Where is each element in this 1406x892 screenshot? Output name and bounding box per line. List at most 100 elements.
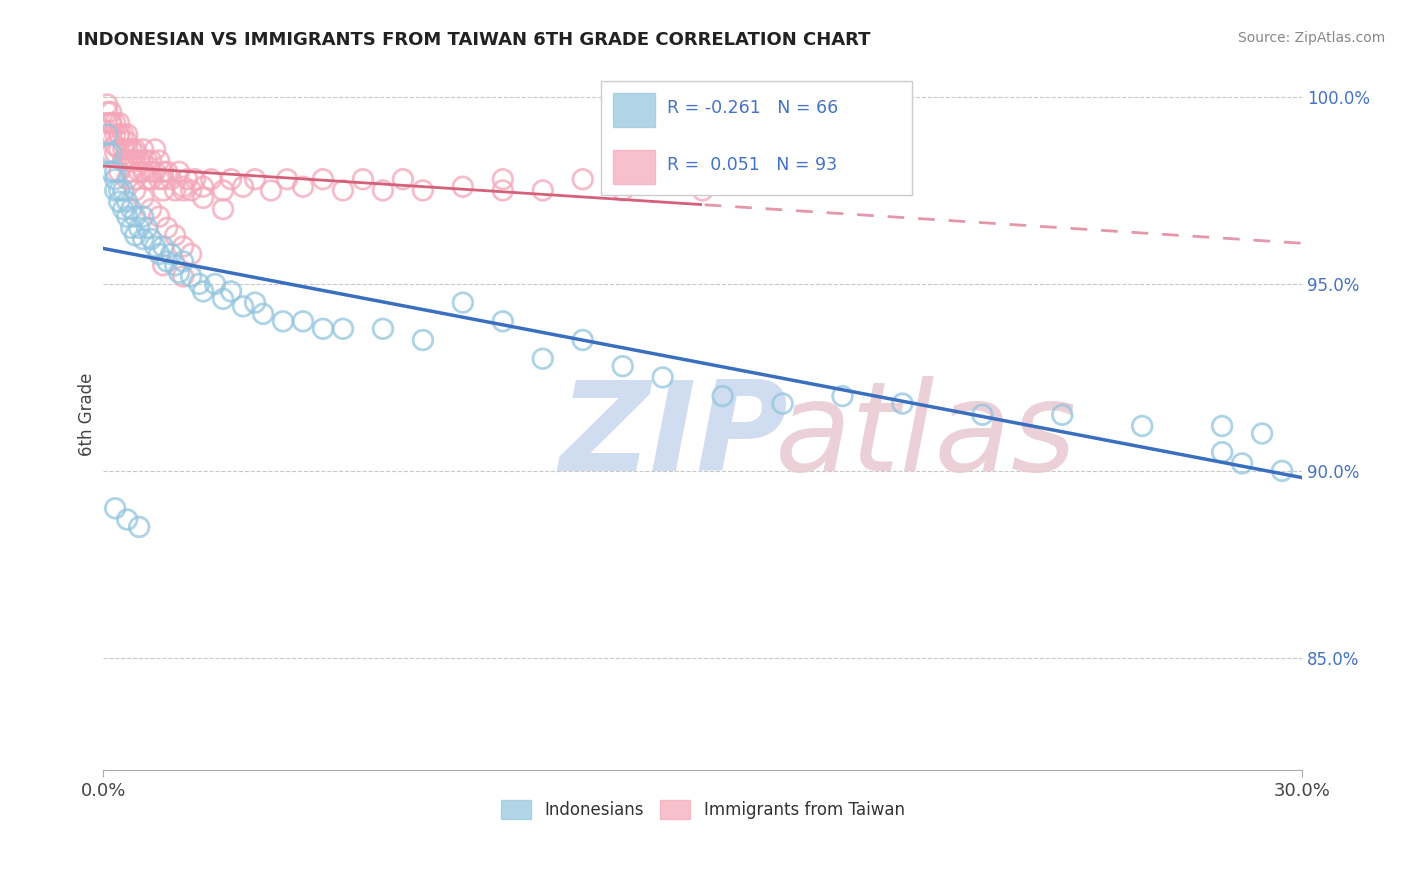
Point: [141, 172, 163, 186]
Point: [136, 220, 159, 235]
Point: [232, 179, 254, 194]
Text: R =  0.051   N = 93: R = 0.051 N = 93: [666, 156, 837, 174]
Point: [108, 128, 131, 142]
Point: [204, 277, 226, 291]
Point: [176, 172, 198, 186]
Point: [141, 153, 163, 168]
Text: INDONESIAN VS IMMIGRANTS FROM TAIWAN 6TH GRADE CORRELATION CHART: INDONESIAN VS IMMIGRANTS FROM TAIWAN 6TH…: [77, 31, 870, 49]
Point: [172, 239, 194, 253]
Point: [200, 172, 222, 186]
Point: [104, 501, 127, 516]
Point: [104, 172, 127, 186]
Point: [451, 179, 474, 194]
Point: [571, 172, 593, 186]
Point: [152, 258, 174, 272]
Point: [143, 142, 166, 156]
Point: [108, 116, 131, 130]
Point: [115, 210, 138, 224]
Point: [312, 172, 335, 186]
Point: [332, 322, 354, 336]
Point: [115, 153, 138, 168]
Point: [128, 520, 150, 534]
Point: [219, 172, 242, 186]
Point: [148, 247, 170, 261]
Point: [243, 295, 266, 310]
Point: [156, 165, 179, 179]
Point: [612, 184, 634, 198]
Point: [112, 142, 135, 156]
Point: [112, 202, 135, 216]
Point: [219, 285, 242, 299]
Point: [831, 389, 853, 403]
Point: [1211, 445, 1233, 459]
Point: [332, 184, 354, 198]
Point: [115, 142, 138, 156]
Point: [124, 172, 146, 186]
Point: [172, 269, 194, 284]
Point: [184, 172, 207, 186]
Point: [124, 228, 146, 243]
Point: [124, 146, 146, 161]
Point: [271, 314, 294, 328]
Point: [651, 172, 673, 186]
Point: [96, 104, 118, 119]
Point: [167, 165, 190, 179]
Point: [1130, 419, 1153, 434]
Point: [120, 142, 142, 156]
Point: [132, 210, 155, 224]
Point: [731, 172, 754, 186]
Point: [191, 191, 214, 205]
Point: [165, 228, 187, 243]
Point: [392, 172, 415, 186]
Point: [152, 172, 174, 186]
Point: [136, 153, 159, 168]
Point: [124, 184, 146, 198]
Point: [1211, 419, 1233, 434]
Text: Source: ZipAtlas.com: Source: ZipAtlas.com: [1237, 31, 1385, 45]
Point: [100, 116, 122, 130]
Point: [112, 184, 135, 198]
Point: [692, 184, 714, 198]
Point: [492, 314, 515, 328]
Point: [120, 202, 142, 216]
Point: [1271, 464, 1294, 478]
Point: [108, 142, 131, 156]
Point: [132, 191, 155, 205]
Point: [292, 314, 315, 328]
Point: [141, 165, 163, 179]
Point: [124, 210, 146, 224]
Point: [104, 184, 127, 198]
Point: [104, 138, 127, 153]
Text: R = -0.261   N = 66: R = -0.261 N = 66: [666, 99, 838, 117]
Point: [165, 184, 187, 198]
Point: [96, 97, 118, 112]
Point: [104, 165, 127, 179]
Point: [156, 220, 179, 235]
Point: [112, 128, 135, 142]
Legend: Indonesians, Immigrants from Taiwan: Indonesians, Immigrants from Taiwan: [494, 793, 911, 826]
Point: [108, 128, 131, 142]
Point: [160, 172, 183, 186]
Point: [212, 292, 235, 306]
Point: [100, 116, 122, 130]
FancyBboxPatch shape: [600, 81, 912, 194]
Point: [96, 128, 118, 142]
Point: [115, 135, 138, 149]
Point: [152, 239, 174, 253]
Point: [252, 307, 274, 321]
Point: [148, 153, 170, 168]
Point: [112, 153, 135, 168]
FancyBboxPatch shape: [613, 150, 655, 184]
Point: [412, 184, 434, 198]
Point: [132, 142, 155, 156]
Point: [136, 172, 159, 186]
Point: [104, 146, 127, 161]
Point: [143, 239, 166, 253]
Point: [451, 295, 474, 310]
Point: [120, 220, 142, 235]
Point: [312, 322, 335, 336]
Point: [115, 128, 138, 142]
Point: [115, 194, 138, 209]
Point: [124, 153, 146, 168]
Point: [891, 396, 914, 410]
